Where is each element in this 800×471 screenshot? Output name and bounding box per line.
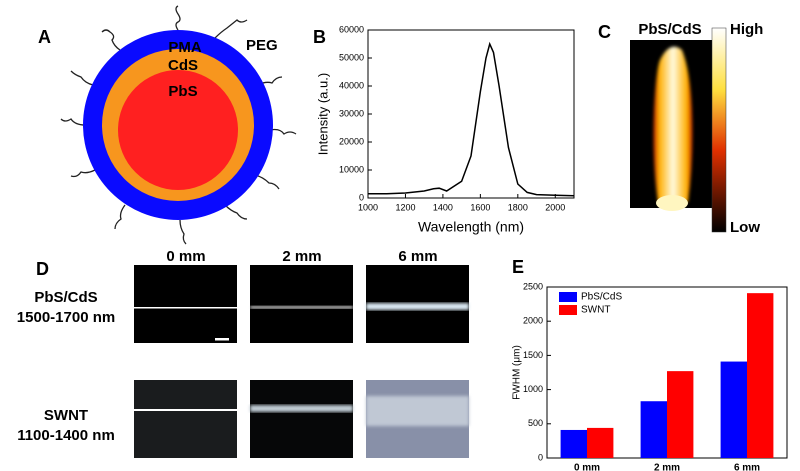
pbs-core <box>118 70 238 190</box>
y-tick-label: 40000 <box>339 80 364 90</box>
nir-signal <box>653 46 693 203</box>
x-tick-label: 1000 <box>358 202 378 212</box>
column-label: 2 mm <box>282 248 321 265</box>
x-tick-label: 1800 <box>508 202 528 212</box>
y-tick-label: 50000 <box>339 52 364 62</box>
x-tick-label: 0 mm <box>574 463 600 471</box>
x-tick-label: 1600 <box>470 202 490 212</box>
bar <box>667 371 694 458</box>
colorbar <box>711 27 727 233</box>
panel-label: E <box>512 257 524 277</box>
y-tick-label: 2000 <box>523 316 543 326</box>
x-tick-label: 2000 <box>545 202 565 212</box>
cds-label: CdS <box>168 57 198 74</box>
legend-swatch <box>559 305 577 315</box>
y-tick-label: 0 <box>359 192 364 202</box>
column-label: 0 mm <box>166 248 205 265</box>
peg-label: PEG <box>246 37 278 54</box>
image-title: PbS/CdS <box>638 21 701 38</box>
row-label: 1500-1700 nm <box>17 309 115 326</box>
line-series <box>368 41 575 197</box>
panel-label: D <box>36 259 49 279</box>
plot-frame <box>367 29 575 199</box>
pma-label: PMA <box>168 39 202 56</box>
panel-label: C <box>598 22 611 42</box>
bar <box>640 401 667 458</box>
x-axis-label: Wavelength (nm) <box>418 219 524 235</box>
y-tick-label: 1500 <box>523 350 543 360</box>
y-tick-label: 2500 <box>523 281 543 291</box>
column-label: 6 mm <box>398 248 437 265</box>
row-label: SWNT <box>44 407 88 424</box>
y-tick-label: 500 <box>528 418 543 428</box>
x-tick-label: 6 mm <box>734 463 760 471</box>
images <box>134 265 469 458</box>
bar <box>747 293 774 458</box>
nir-signal <box>656 195 688 211</box>
legend-swatch <box>559 292 577 302</box>
row-label: 1100-1400 nm <box>17 427 115 444</box>
y-tick-label: 20000 <box>339 136 364 146</box>
panel-label: B <box>313 27 326 47</box>
bar <box>720 361 747 458</box>
y-tick-label: 30000 <box>339 108 364 118</box>
panel-label: A <box>38 27 51 47</box>
legend-label: SWNT <box>581 305 610 316</box>
x-tick-label: 2 mm <box>654 463 680 471</box>
x-tick-label: 1200 <box>395 202 415 212</box>
row-label: PbS/CdS <box>34 289 97 306</box>
y-tick-label: 60000 <box>339 24 364 34</box>
y-tick-label: 10000 <box>339 164 364 174</box>
y-axis-label: FWHM (μm) <box>512 345 523 400</box>
x-tick-label: 1400 <box>433 202 453 212</box>
pbs-label: PbS <box>168 83 197 100</box>
y-axis-label: Intensity (a.u.) <box>315 73 330 155</box>
colorbar-low: Low <box>730 219 760 236</box>
legend-label: PbS/CdS <box>581 292 622 303</box>
bar <box>587 427 614 458</box>
y-tick-label: 1000 <box>523 384 543 394</box>
bar <box>560 429 587 458</box>
colorbar-high: High <box>730 21 763 38</box>
y-tick-label: 0 <box>538 452 543 462</box>
